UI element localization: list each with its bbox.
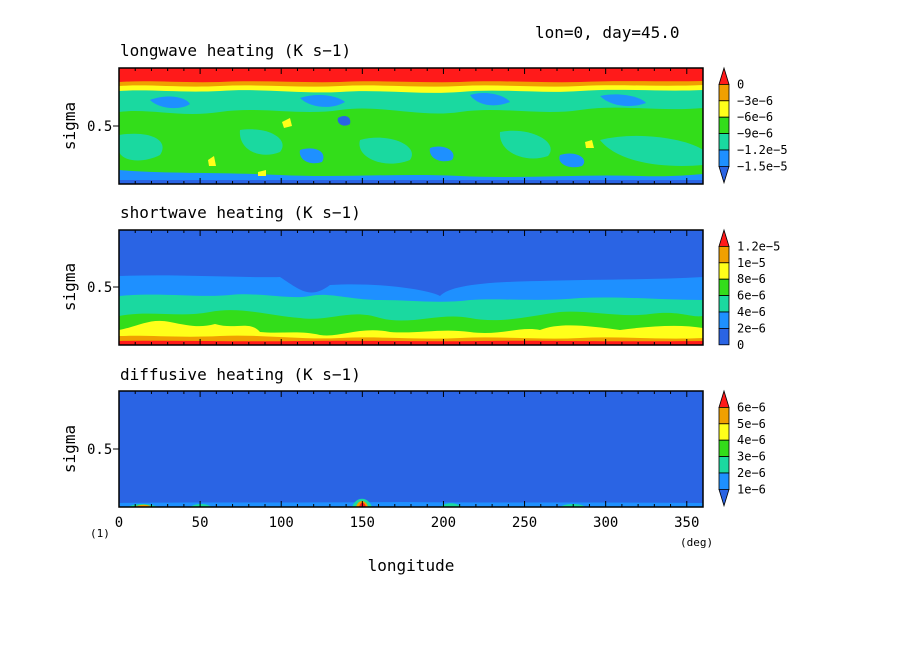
contour-patch-blue bbox=[337, 116, 351, 126]
y-axis-label: sigma bbox=[60, 263, 79, 311]
colorbar-label: 4e−6 bbox=[737, 433, 766, 447]
contour-speck-yellow bbox=[282, 118, 292, 128]
x-tick-label: 250 bbox=[512, 515, 537, 531]
colorbar-swatch bbox=[718, 311, 730, 329]
contour-speck-cyan bbox=[440, 503, 462, 507]
colorbar-label: 5e−6 bbox=[737, 417, 766, 431]
x-tick-label: 50 bbox=[192, 515, 209, 531]
x-tick-label: 0 bbox=[115, 515, 123, 531]
colorbar-swatch bbox=[718, 423, 730, 441]
colorbar-label: 0 bbox=[737, 338, 744, 352]
contour-band-cyan-upper bbox=[119, 86, 703, 114]
colorbar-label: 4e−6 bbox=[737, 305, 766, 319]
colorbar-swatch bbox=[718, 245, 730, 264]
y-tick-label: 0.5 bbox=[87, 119, 112, 135]
y-axis-label: sigma bbox=[60, 102, 79, 150]
contour-patch-cyan bbox=[239, 129, 283, 155]
x-tick-label: 200 bbox=[431, 515, 456, 531]
contour-speck-yellow bbox=[585, 140, 594, 148]
contour-patch-cyan bbox=[119, 133, 163, 161]
panel-title: longwave heating (K s−1) bbox=[120, 41, 351, 60]
colorbar-label: −9e−6 bbox=[737, 127, 773, 141]
y-tick-label: 0.5 bbox=[87, 280, 112, 296]
contour-patch-blue bbox=[559, 153, 585, 168]
panel-marker: (1) bbox=[90, 527, 110, 540]
contour-patch-blue bbox=[470, 92, 510, 106]
y-axis-label: sigma bbox=[60, 425, 79, 473]
contour-patch-blue bbox=[600, 94, 646, 107]
colorbar-swatch bbox=[718, 327, 730, 346]
colorbar-swatch bbox=[718, 406, 730, 425]
colorbar: 6e−6 5e−6 4e−6 3e−6 2e−6 1e−6 bbox=[718, 389, 766, 508]
colorbar-swatch bbox=[718, 133, 730, 151]
colorbar-label: 1.2e−5 bbox=[737, 239, 780, 253]
contour-speck-yellow bbox=[208, 156, 216, 166]
panel-diffusive: diffusive heating (K s−1) 0.5 sigma 6e−6… bbox=[60, 365, 766, 575]
colorbar-cap-top bbox=[718, 228, 730, 247]
colorbar-label: 6e−6 bbox=[737, 400, 766, 414]
contour-band-red bbox=[119, 68, 703, 83]
colorbar-swatch bbox=[718, 262, 730, 280]
colorbar-label: 8e−6 bbox=[737, 272, 766, 286]
colorbar-label: −1.5e−5 bbox=[737, 159, 788, 173]
colorbar-label: −3e−6 bbox=[737, 94, 773, 108]
colorbar-cap-top bbox=[718, 66, 730, 85]
x-tick-label: 300 bbox=[593, 515, 618, 531]
panel-title: shortwave heating (K s−1) bbox=[120, 203, 361, 222]
x-tick-labels: 0 50 100 150 200 250 300 350 bbox=[115, 515, 700, 531]
colorbar-swatch bbox=[718, 456, 730, 474]
x-axis-label: longitude bbox=[368, 556, 455, 575]
x-tick-label: 100 bbox=[269, 515, 294, 531]
x-axis-unit: (deg) bbox=[680, 536, 713, 549]
contour-speck-yellow bbox=[258, 170, 266, 176]
plot-background bbox=[119, 391, 703, 507]
x-tick-label: 150 bbox=[350, 515, 375, 531]
colorbar-swatch bbox=[718, 100, 730, 118]
x-tick-label: 350 bbox=[674, 515, 699, 531]
panel-longwave: longwave heating (K s−1) 0.5 bbox=[60, 41, 788, 185]
contour-patch-cyan bbox=[600, 135, 703, 166]
colorbar-label: 2e−6 bbox=[737, 321, 766, 335]
colorbar-swatch bbox=[718, 295, 730, 313]
colorbar-cap-top bbox=[718, 389, 730, 408]
contour-patch-blue bbox=[429, 146, 454, 162]
colorbar-swatch bbox=[718, 278, 730, 297]
colorbar-swatch bbox=[718, 472, 730, 490]
contour-patch-blue bbox=[299, 148, 324, 164]
contour-patch-cyan bbox=[359, 137, 412, 164]
colorbar-label: 3e−6 bbox=[737, 450, 766, 464]
colorbar-swatch bbox=[718, 149, 730, 167]
contour-patch-blue bbox=[300, 95, 345, 107]
colorbar-label: 1e−5 bbox=[737, 256, 766, 270]
contour-patch-cyan bbox=[499, 130, 551, 159]
y-tick-label: 0.5 bbox=[87, 442, 112, 458]
colorbar-cap-bottom bbox=[718, 166, 730, 185]
colorbar-label: −1.2e−5 bbox=[737, 143, 788, 157]
colorbar-swatch bbox=[718, 84, 730, 102]
colorbar-label: 1e−6 bbox=[737, 482, 766, 496]
colorbar-swatch bbox=[718, 439, 730, 458]
colorbar-label: 0 bbox=[737, 77, 744, 91]
panel-shortwave: shortwave heating (K s−1) 0.5 sigma 1.2e… bbox=[60, 203, 780, 352]
colorbar: 1.2e−5 1e−5 8e−6 6e−6 4e−6 2e−6 0 bbox=[718, 228, 780, 352]
colorbar-label: 2e−6 bbox=[737, 466, 766, 480]
panel-title: diffusive heating (K s−1) bbox=[120, 365, 361, 384]
header-annotation: lon=0, day=45.0 bbox=[535, 23, 680, 42]
colorbar-label: 6e−6 bbox=[737, 289, 766, 303]
contour-patch-blue bbox=[150, 96, 190, 109]
colorbar-swatch bbox=[718, 116, 730, 134]
colorbar-label: −6e−6 bbox=[737, 110, 773, 124]
colorbar-cap-bottom bbox=[718, 489, 730, 508]
colorbar: 0 −3e−6 −6e−6 −9e−6 −1.2e−5 −1.5e−5 bbox=[718, 66, 788, 185]
